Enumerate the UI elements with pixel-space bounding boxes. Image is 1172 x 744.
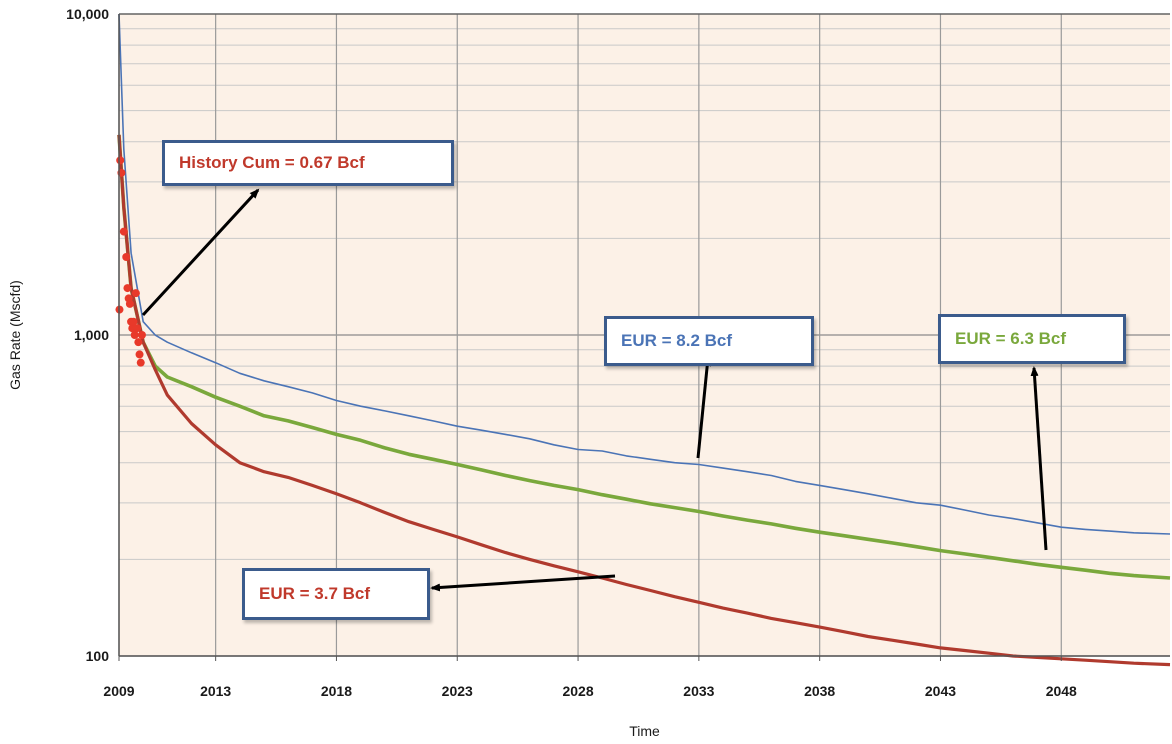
history-point bbox=[122, 252, 131, 261]
axes bbox=[118, 13, 1170, 661]
history-points bbox=[115, 156, 146, 367]
annotation-arrows bbox=[141, 188, 1048, 592]
history-point bbox=[129, 317, 138, 326]
history-cum-callout: History Cum = 0.67 Bcf bbox=[162, 140, 454, 186]
x-tick-label: 2038 bbox=[804, 683, 835, 699]
y-tick-label: 10,000 bbox=[66, 6, 109, 22]
x-tick-label: 2009 bbox=[103, 683, 134, 699]
x-tick-label: 2028 bbox=[562, 683, 593, 699]
history-point bbox=[137, 331, 146, 339]
minor-gridlines bbox=[119, 28, 1170, 560]
history-point bbox=[130, 331, 139, 339]
history-point bbox=[135, 350, 144, 359]
x-tick-label: 2023 bbox=[442, 683, 473, 699]
history-point bbox=[119, 227, 128, 236]
x-axis-title: Time bbox=[629, 723, 660, 739]
x-tick-label: 2018 bbox=[321, 683, 352, 699]
history-point bbox=[134, 338, 143, 347]
annotation-arrow bbox=[1030, 366, 1048, 551]
x-tick-label: 2043 bbox=[925, 683, 956, 699]
x-tick-labels: 2009 2013 2018 2023 2028 2033 2038 2043 2048 bbox=[103, 683, 1077, 699]
series-line bbox=[118, 13, 1171, 535]
history-point bbox=[131, 289, 140, 298]
history-point bbox=[116, 156, 125, 165]
y-tick-label: 100 bbox=[86, 648, 110, 664]
y-tick-labels: 100 1,000 10,000 bbox=[66, 6, 109, 664]
x-tick-label: 2013 bbox=[200, 683, 231, 699]
y-axis-title: Gas Rate (Mscfd) bbox=[7, 280, 23, 390]
history-point bbox=[125, 299, 134, 308]
series-line bbox=[117, 134, 1171, 580]
x-tick-label: 2033 bbox=[683, 683, 714, 699]
annotation-arrow bbox=[430, 574, 616, 592]
history-point bbox=[123, 284, 132, 293]
annotation-arrow bbox=[696, 356, 712, 459]
y-tick-label: 1,000 bbox=[74, 327, 109, 343]
eur-3-7-callout: EUR = 3.7 Bcf bbox=[242, 568, 430, 620]
eur-6-3-callout: EUR = 6.3 Bcf bbox=[938, 314, 1126, 364]
annotation-arrow bbox=[141, 188, 260, 317]
x-tick-label: 2048 bbox=[1046, 683, 1077, 699]
eur-8-2-callout: EUR = 8.2 Bcf bbox=[604, 316, 814, 366]
history-point bbox=[133, 324, 142, 333]
history-point bbox=[136, 358, 145, 367]
